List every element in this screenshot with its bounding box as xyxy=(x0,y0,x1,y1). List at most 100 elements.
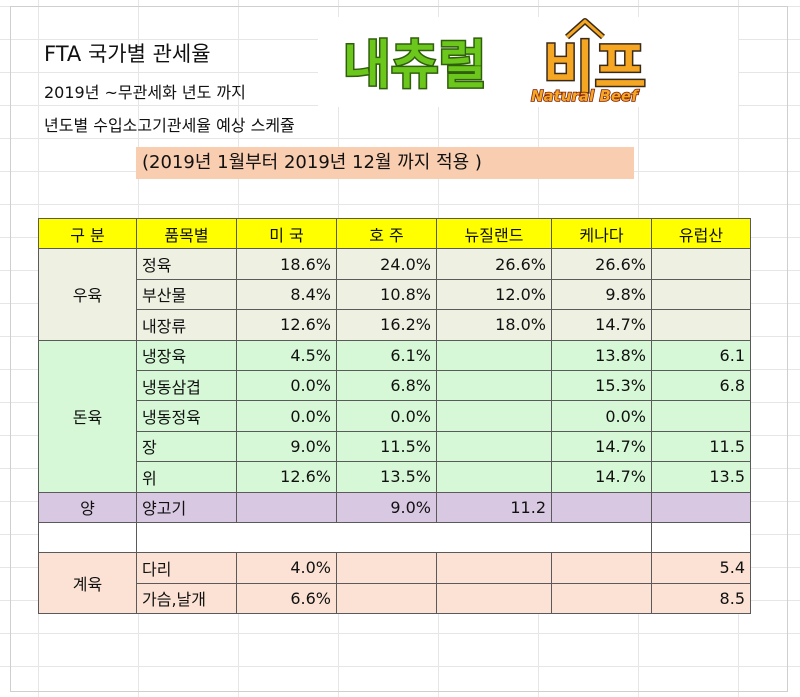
rate-cell-ca: 15.3% xyxy=(551,369,652,402)
rate-cell-au: 16.2% xyxy=(336,309,437,341)
rate-cell-au: 11.5% xyxy=(336,430,437,463)
item-cell: 가슴,날개 xyxy=(136,582,237,615)
table-row: 부산물 8.4% 10.8% 12.0% 9.8% xyxy=(39,278,751,311)
rate-cell-au: 9.0% xyxy=(336,491,437,523)
rate-cell-ca: 0.0% xyxy=(551,400,652,432)
table-row: 우육 정육 18.6% 24.0% 26.6% 26.6% xyxy=(38,248,751,341)
column-header: 유럽산 xyxy=(651,217,751,250)
item-cell: 냉장육 xyxy=(136,339,237,371)
svg-text:내츄럴: 내츄럴 xyxy=(343,36,487,96)
column-header: 뉴질랜드 xyxy=(436,217,552,250)
item-cell: 냉동삼겹 xyxy=(136,369,237,402)
rate-cell-ca: 14.7% xyxy=(551,430,652,463)
category-cell: 양 xyxy=(38,491,137,523)
item-cell: 장 xyxy=(136,430,237,463)
item-cell: 냉동정육 xyxy=(136,400,237,432)
rate-cell-eu xyxy=(651,248,751,280)
rate-cell-us xyxy=(236,491,337,523)
rate-cell-eu xyxy=(651,400,751,432)
empty-cell xyxy=(551,522,652,553)
rate-cell-eu: 6.8 xyxy=(651,369,751,402)
rate-cell-ca: 26.6% xyxy=(551,248,652,280)
rate-cell-nz xyxy=(436,339,552,371)
rate-cell-eu xyxy=(651,309,751,341)
rate-cell-us: 4.5% xyxy=(236,339,337,371)
rate-cell-us: 4.0% xyxy=(236,552,337,584)
rate-cell-us: 12.6% xyxy=(236,309,337,341)
svg-text:비프: 비프 xyxy=(543,36,646,101)
rate-cell-ca xyxy=(551,582,652,615)
empty-cell xyxy=(38,522,137,553)
rate-cell-nz xyxy=(436,582,552,615)
rate-cell-au xyxy=(336,552,437,584)
item-cell: 양고기 xyxy=(136,491,237,523)
column-header: 케나다 xyxy=(551,217,652,250)
rate-cell-eu: 13.5 xyxy=(651,461,751,493)
subtitle-schedule: 년도별 수입소고기관세율 예상 스케쥴 xyxy=(44,116,295,135)
table-row: 계육 다리 4.0% 5.4 xyxy=(38,552,751,615)
rate-cell-nz: 12.0% xyxy=(436,278,552,311)
rate-cell-us: 8.4% xyxy=(236,278,337,311)
table-row: 장 9.0% 11.5% 14.7% 11.5 xyxy=(39,430,751,463)
rate-cell-us: 9.0% xyxy=(236,430,337,463)
rate-cell-au: 24.0% xyxy=(336,248,437,280)
table-row: 냉동정육 0.0% 0.0% 0.0% xyxy=(39,400,751,432)
category-cell: 계육 xyxy=(38,552,137,615)
rate-cell-ca xyxy=(551,552,652,584)
rate-cell-ca: 13.8% xyxy=(551,339,652,371)
empty-cell xyxy=(236,522,337,553)
item-cell: 부산물 xyxy=(136,278,237,311)
rate-cell-us: 0.0% xyxy=(236,369,337,402)
rate-cell-au: 0.0% xyxy=(336,400,437,432)
rate-cell-nz xyxy=(436,430,552,463)
rate-cell-ca: 9.8% xyxy=(551,278,652,311)
rate-cell-au: 6.1% xyxy=(336,339,437,371)
sheet-frame xyxy=(10,6,788,692)
rate-cell-eu xyxy=(651,491,751,523)
rate-cell-eu: 6.1 xyxy=(651,339,751,371)
column-header: 품목별 xyxy=(136,217,237,250)
empty-cell xyxy=(436,522,552,553)
item-cell: 정육 xyxy=(136,248,237,280)
rate-cell-nz: 18.0% xyxy=(436,309,552,341)
item-cell: 내장류 xyxy=(136,309,237,341)
logo-background xyxy=(318,17,738,107)
table-row: 돈육 냉장육 4.5% 6.1% 13.8% 6.1 xyxy=(38,339,751,493)
column-header: 호 주 xyxy=(336,217,437,250)
category-cell: 돈육 xyxy=(38,339,137,493)
rate-cell-us: 0.0% xyxy=(236,400,337,432)
rate-cell-eu xyxy=(651,278,751,311)
rate-cell-us: 18.6% xyxy=(236,248,337,280)
rate-cell-au: 13.5% xyxy=(336,461,437,493)
empty-cell xyxy=(136,522,237,553)
table-row: 가슴,날개 6.6% 8.5 xyxy=(39,582,751,615)
item-cell: 다리 xyxy=(136,552,237,584)
rate-cell-nz xyxy=(436,552,552,584)
svg-text:Natural Beef: Natural Beef xyxy=(531,87,640,105)
rate-cell-nz xyxy=(436,400,552,432)
rate-cell-ca: 14.7% xyxy=(551,309,652,341)
rate-cell-eu: 11.5 xyxy=(651,430,751,463)
rate-cell-au: 10.8% xyxy=(336,278,437,311)
table-row: 냉동삼겹 0.0% 6.8% 15.3% 6.8 xyxy=(39,369,751,402)
rate-cell-nz: 26.6% xyxy=(436,248,552,280)
table-row: 위 12.6% 13.5% 14.7% 13.5 xyxy=(39,461,751,493)
rate-cell-nz xyxy=(436,461,552,493)
rate-cell-ca xyxy=(551,491,652,523)
table-row: 양 양고기 9.0% 11.2 xyxy=(38,491,751,523)
rate-cell-eu: 8.5 xyxy=(651,582,751,615)
column-header: 미 국 xyxy=(236,217,337,250)
rate-cell-us: 6.6% xyxy=(236,582,337,615)
rate-cell-au xyxy=(336,582,437,615)
column-header: 구 분 xyxy=(38,217,137,250)
rate-cell-eu: 5.4 xyxy=(651,552,751,584)
subtitle-period: 2019년 ~무관세화 년도 까지 xyxy=(44,83,246,102)
natural-beef-logo: 내츄럴 비프 Natural Beef xyxy=(342,18,648,106)
category-cell: 우육 xyxy=(38,248,137,341)
rate-cell-ca: 14.7% xyxy=(551,461,652,493)
rate-cell-nz: 11.2 xyxy=(436,491,552,523)
page-title: FTA 국가별 관세율 xyxy=(44,42,211,66)
